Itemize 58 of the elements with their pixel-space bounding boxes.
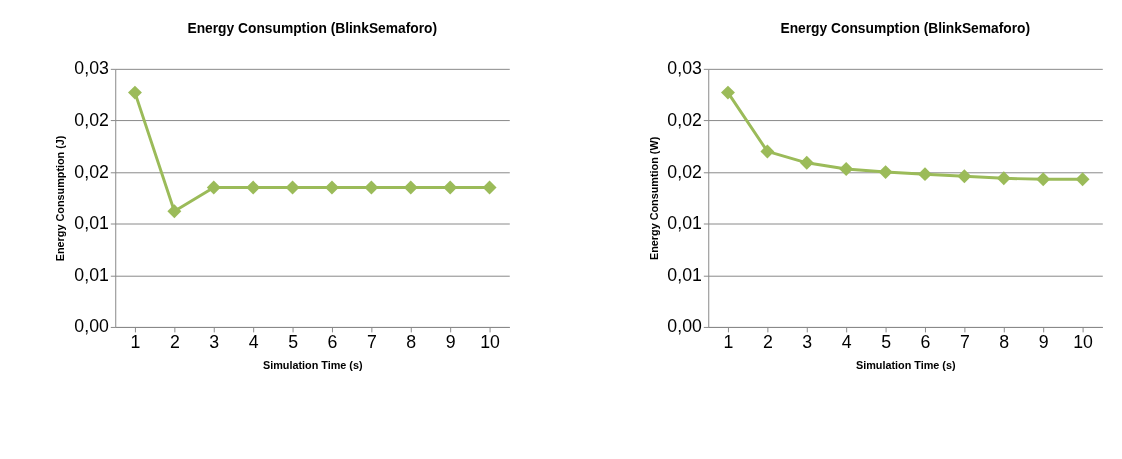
x-tick-label: 2 bbox=[762, 332, 773, 353]
point bbox=[918, 167, 932, 182]
point bbox=[1075, 172, 1090, 187]
y-tick-label: 0,01 bbox=[74, 264, 109, 285]
point bbox=[403, 180, 418, 195]
x-tick-label: 5 bbox=[288, 332, 299, 353]
x-tick-label: 2 bbox=[169, 332, 180, 353]
y-tick-label: 0,00 bbox=[74, 316, 109, 337]
x-tick-label: 5 bbox=[881, 332, 892, 353]
x-tick-label: 4 bbox=[841, 332, 852, 353]
y-tick-label: 0,03 bbox=[74, 58, 109, 79]
x-tick-label: 9 bbox=[1038, 332, 1049, 353]
y-tick-label: 0,01 bbox=[667, 264, 702, 285]
x-tick-label: 6 bbox=[327, 332, 338, 353]
x-tick-label: 10 bbox=[480, 332, 501, 353]
x-axis-title: Simulation Time (s) bbox=[855, 358, 956, 371]
y-tick-label: 0,02 bbox=[74, 109, 109, 130]
point bbox=[443, 180, 458, 195]
x-tick-label: 9 bbox=[445, 332, 456, 353]
point bbox=[246, 180, 261, 195]
x-tick-label: 8 bbox=[999, 332, 1010, 353]
chart-title: Energy Consumption (BlinkSemaforo) bbox=[187, 21, 438, 37]
chart-title: Energy Consumption (BlinkSemaforo) bbox=[780, 21, 1031, 37]
x-tick-label: 10 bbox=[1073, 332, 1094, 353]
point bbox=[721, 85, 735, 100]
x-tick-label: 8 bbox=[406, 332, 417, 353]
point bbox=[482, 180, 497, 195]
point bbox=[127, 85, 142, 100]
point bbox=[1036, 172, 1051, 187]
point bbox=[760, 144, 775, 159]
x-tick-label: 6 bbox=[920, 332, 931, 353]
point bbox=[957, 169, 972, 184]
x-tick-label: 1 bbox=[130, 332, 141, 353]
y-tick-label: 0,01 bbox=[74, 213, 109, 234]
y-tick-label: 0,01 bbox=[667, 213, 702, 234]
y-axis-title: Energy Consumption (J) bbox=[54, 135, 67, 262]
point bbox=[167, 204, 182, 219]
point bbox=[839, 162, 854, 176]
x-tick-label: 4 bbox=[248, 332, 259, 353]
y-tick-label: 0,02 bbox=[667, 161, 702, 182]
point bbox=[878, 165, 893, 180]
point bbox=[799, 155, 814, 170]
point bbox=[285, 180, 300, 195]
y-tick-label: 0,02 bbox=[667, 109, 702, 130]
x-tick-label: 7 bbox=[366, 332, 377, 353]
y-tick-label: 0,03 bbox=[667, 58, 702, 79]
x-tick-label: 7 bbox=[959, 332, 970, 353]
point bbox=[325, 180, 339, 195]
x-tick-label: 1 bbox=[723, 332, 734, 353]
point bbox=[206, 180, 221, 195]
y-tick-label: 0,02 bbox=[74, 161, 109, 182]
x-tick-label: 3 bbox=[802, 332, 813, 353]
x-tick-label: 3 bbox=[209, 332, 220, 353]
y-tick-label: 0,00 bbox=[667, 316, 702, 337]
y-axis-title: Energy Consumtion (W) bbox=[647, 136, 660, 261]
point bbox=[996, 171, 1011, 186]
point bbox=[364, 180, 379, 195]
x-axis-title: Simulation Time (s) bbox=[262, 358, 363, 371]
